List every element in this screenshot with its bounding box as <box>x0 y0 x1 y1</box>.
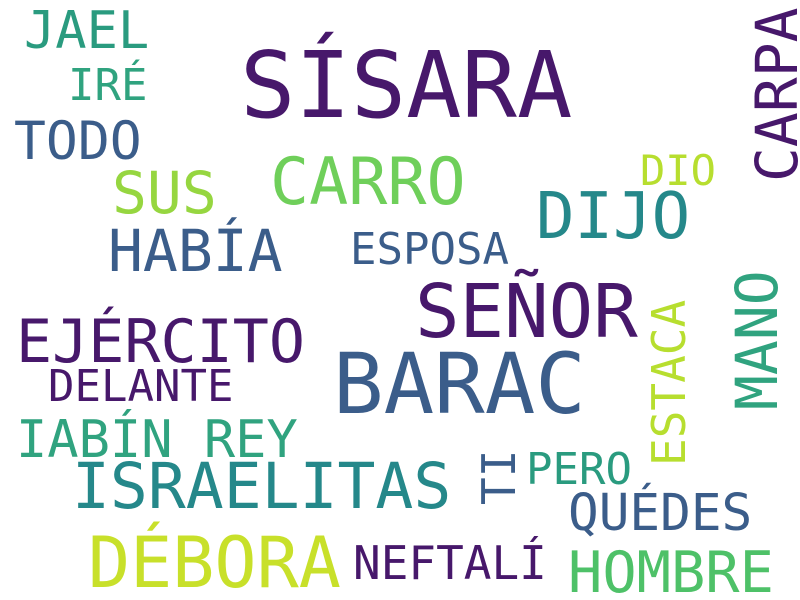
word-ejercito: EJÉRCITO <box>16 307 305 377</box>
word-sus: SUS <box>112 159 217 227</box>
word-esposa: ESPOSA <box>350 224 509 275</box>
word-neftali: NEFTALÍ <box>353 536 547 590</box>
word-pero: PERO <box>526 444 632 495</box>
word-dio: DIO <box>640 146 716 195</box>
word-estaca: ESTACA <box>642 299 696 466</box>
word-carpa: CARPA <box>743 7 800 182</box>
word-delante: DELANTE <box>48 361 234 412</box>
word-hombre: HOMBRE <box>568 540 774 600</box>
word-ire: IRÉ <box>68 60 148 111</box>
word-todo: TODO <box>14 111 142 172</box>
word-senor: SEÑOR <box>415 269 638 355</box>
word-sisara: SÍSARA <box>240 32 573 139</box>
word-mano: MANO <box>723 270 791 410</box>
word-quedes: QUÉDES <box>568 484 753 543</box>
word-dijo: DIJO <box>536 180 691 254</box>
word-carro: CARRO <box>270 145 466 220</box>
word-habia: HABÍA <box>108 217 283 285</box>
word-ti: TI <box>472 449 526 505</box>
word-barac: BARAC <box>333 335 586 433</box>
word-iabin-rey: IABÍN REY <box>16 410 298 470</box>
word-israelitas: ISRAELITAS <box>72 450 452 523</box>
word-debora: DÉBORA <box>88 522 341 600</box>
word-jael: JAEL <box>24 1 150 61</box>
